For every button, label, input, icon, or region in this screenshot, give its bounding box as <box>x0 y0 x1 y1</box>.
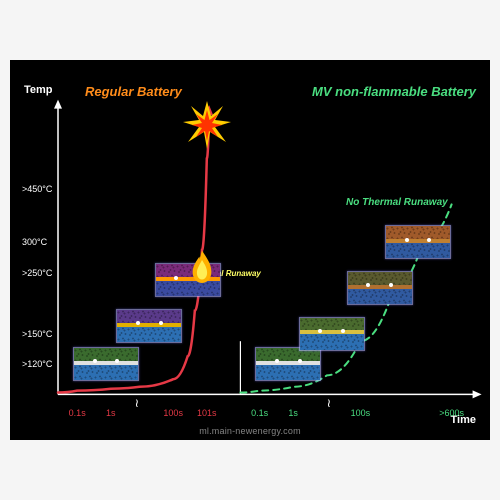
x-tick-label: 1s <box>288 408 298 418</box>
battery-cell-icon <box>299 317 365 351</box>
battery-cell-icon <box>73 347 139 381</box>
x-tick-label: 100s <box>351 408 371 418</box>
battery-cell-icon <box>116 309 182 343</box>
y-tick-label: >120°C <box>22 359 52 369</box>
y-axis-title: Temp <box>24 84 53 96</box>
x-tick-label: 1s <box>106 408 116 418</box>
y-tick-label: >450°C <box>22 184 52 194</box>
battery-cell-icon <box>385 225 451 259</box>
x-tick-label: 100s <box>163 408 183 418</box>
annotation-no-runaway: No Thermal Runaway <box>346 197 448 208</box>
axis-break-icon: ≀ <box>327 396 337 408</box>
chart-plot-area: Temp Time Regular Battery MV non-flammab… <box>10 60 490 440</box>
watermark-text: ml.main-newenergy.com <box>199 426 301 436</box>
x-tick-label: 0.1s <box>251 408 268 418</box>
axis-break-icon: ≀ <box>135 396 145 408</box>
x-tick-label: >600s <box>439 408 464 418</box>
x-tick-label: 101s <box>197 408 217 418</box>
x-tick-label: 0.1s <box>69 408 86 418</box>
y-tick-label: >150°C <box>22 329 52 339</box>
battery-cell-icon <box>255 347 321 381</box>
battery-thermal-chart: Temp Time Regular Battery MV non-flammab… <box>10 60 490 440</box>
battery-cell-icon <box>155 263 221 297</box>
series-title-regular: Regular Battery <box>85 84 182 99</box>
battery-cell-icon <box>347 271 413 305</box>
series-title-mv: MV non-flammable Battery <box>312 84 476 99</box>
y-tick-label: 300°C <box>22 237 47 247</box>
y-tick-label: >250°C <box>22 268 52 278</box>
explosion-icon <box>182 100 232 150</box>
